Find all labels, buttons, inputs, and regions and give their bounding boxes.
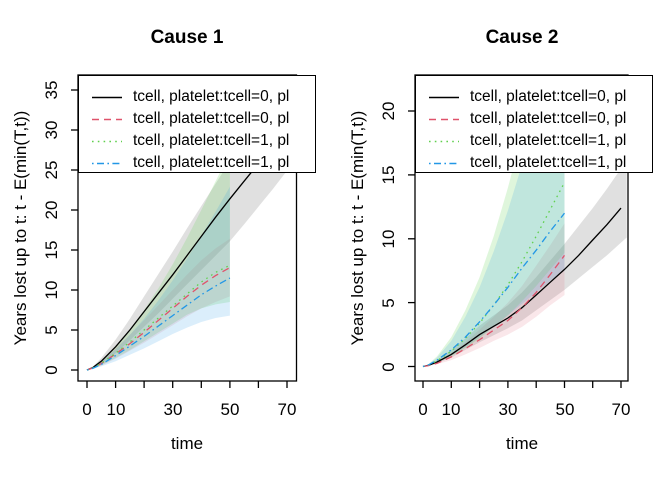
legend-item: tcell, platelet:tcell=1, pl	[416, 130, 652, 152]
x-tick-label: 10	[441, 400, 461, 419]
y-tick-label: 5	[42, 325, 61, 335]
y-tick-label: 20	[379, 101, 398, 121]
legend-item-label: tcell, platelet:tcell=1, pl	[133, 132, 290, 149]
legend-item-label: tcell, platelet:tcell=1, pl	[470, 132, 627, 149]
y-tick-label: 25	[42, 160, 61, 180]
x-tick-label: 50	[220, 400, 240, 419]
legend-key-line	[92, 118, 122, 121]
legend-item: tcell, platelet:tcell=1, pl	[416, 152, 652, 172]
y-tick-label: 0	[379, 362, 398, 372]
y-tick-label: 10	[379, 229, 398, 249]
legend-item: tcell, platelet:tcell=0, pl	[416, 86, 652, 108]
legend-key-line	[92, 162, 122, 165]
y-axis-title: Years lost up to t: t - E(min(T,t))	[11, 110, 30, 346]
y-tick-label: 20	[42, 200, 61, 220]
y-tick-label: 35	[42, 80, 61, 100]
legend-key-line	[429, 162, 459, 165]
legend-item-label: tcell, platelet:tcell=1, pl	[133, 154, 290, 171]
x-tick-label: 70	[611, 400, 631, 419]
x-axis-title: time	[170, 434, 204, 453]
legend-item-label: tcell, platelet:tcell=0, pl	[133, 110, 290, 127]
legend-item: tcell, platelet:tcell=0, pl	[416, 108, 652, 130]
legend-item-label: tcell, platelet:tcell=0, pl	[470, 110, 627, 127]
legend-key-line	[429, 118, 459, 121]
panel-title: Cause 2	[485, 27, 559, 48]
x-tick-label: 50	[555, 400, 575, 419]
legend: tcell, platelet:tcell=0, pl tcell, plate…	[78, 75, 316, 173]
legend-item: tcell, platelet:tcell=0, pl	[79, 108, 315, 130]
legend: tcell, platelet:tcell=0, pl tcell, plate…	[415, 75, 653, 173]
y-axis-title: Years lost up to t: t - E(min(T,t))	[348, 110, 367, 346]
series-lines	[422, 182, 622, 368]
legend-item-label: tcell, platelet:tcell=0, pl	[133, 88, 290, 105]
legend-item: tcell, platelet:tcell=1, pl	[79, 130, 315, 152]
panel-title: Cause 1	[150, 27, 224, 48]
y-tick-label: 10	[42, 280, 61, 300]
x-tick-label: 30	[163, 400, 183, 419]
legend-key-line	[429, 140, 459, 143]
x-tick-label: 30	[498, 400, 518, 419]
y-tick-label: 5	[379, 298, 398, 308]
legend-key-line	[92, 96, 122, 99]
x-tick-label: 0	[82, 400, 92, 419]
legend-item: tcell, platelet:tcell=0, pl	[79, 86, 315, 108]
x-tick-label: 70	[277, 400, 297, 419]
axis-ticks	[71, 89, 288, 388]
y-tick-label: 0	[42, 365, 61, 375]
x-axis-title: time	[505, 434, 539, 453]
x-tick-label: 0	[418, 400, 428, 419]
confidence-bands	[423, 75, 627, 367]
cause-2-panel: Cause 2 time Years lost up to t: t - E(m…	[336, 0, 672, 480]
x-tick-label: 10	[106, 400, 126, 419]
legend-item-label: tcell, platelet:tcell=1, pl	[470, 154, 627, 171]
legend-key-line	[429, 96, 459, 99]
cause-1-panel: Cause 1 time Years lost up to t: t - E(m…	[11, 27, 316, 453]
legend-item: tcell, platelet:tcell=1, pl	[79, 152, 315, 172]
legend-item-label: tcell, platelet:tcell=0, pl	[470, 88, 627, 105]
y-tick-label: 15	[379, 165, 398, 185]
y-tick-label: 30	[42, 120, 61, 140]
y-tick-label: 15	[42, 240, 61, 260]
legend-key-line	[92, 140, 122, 143]
axis-ticks	[408, 110, 622, 388]
